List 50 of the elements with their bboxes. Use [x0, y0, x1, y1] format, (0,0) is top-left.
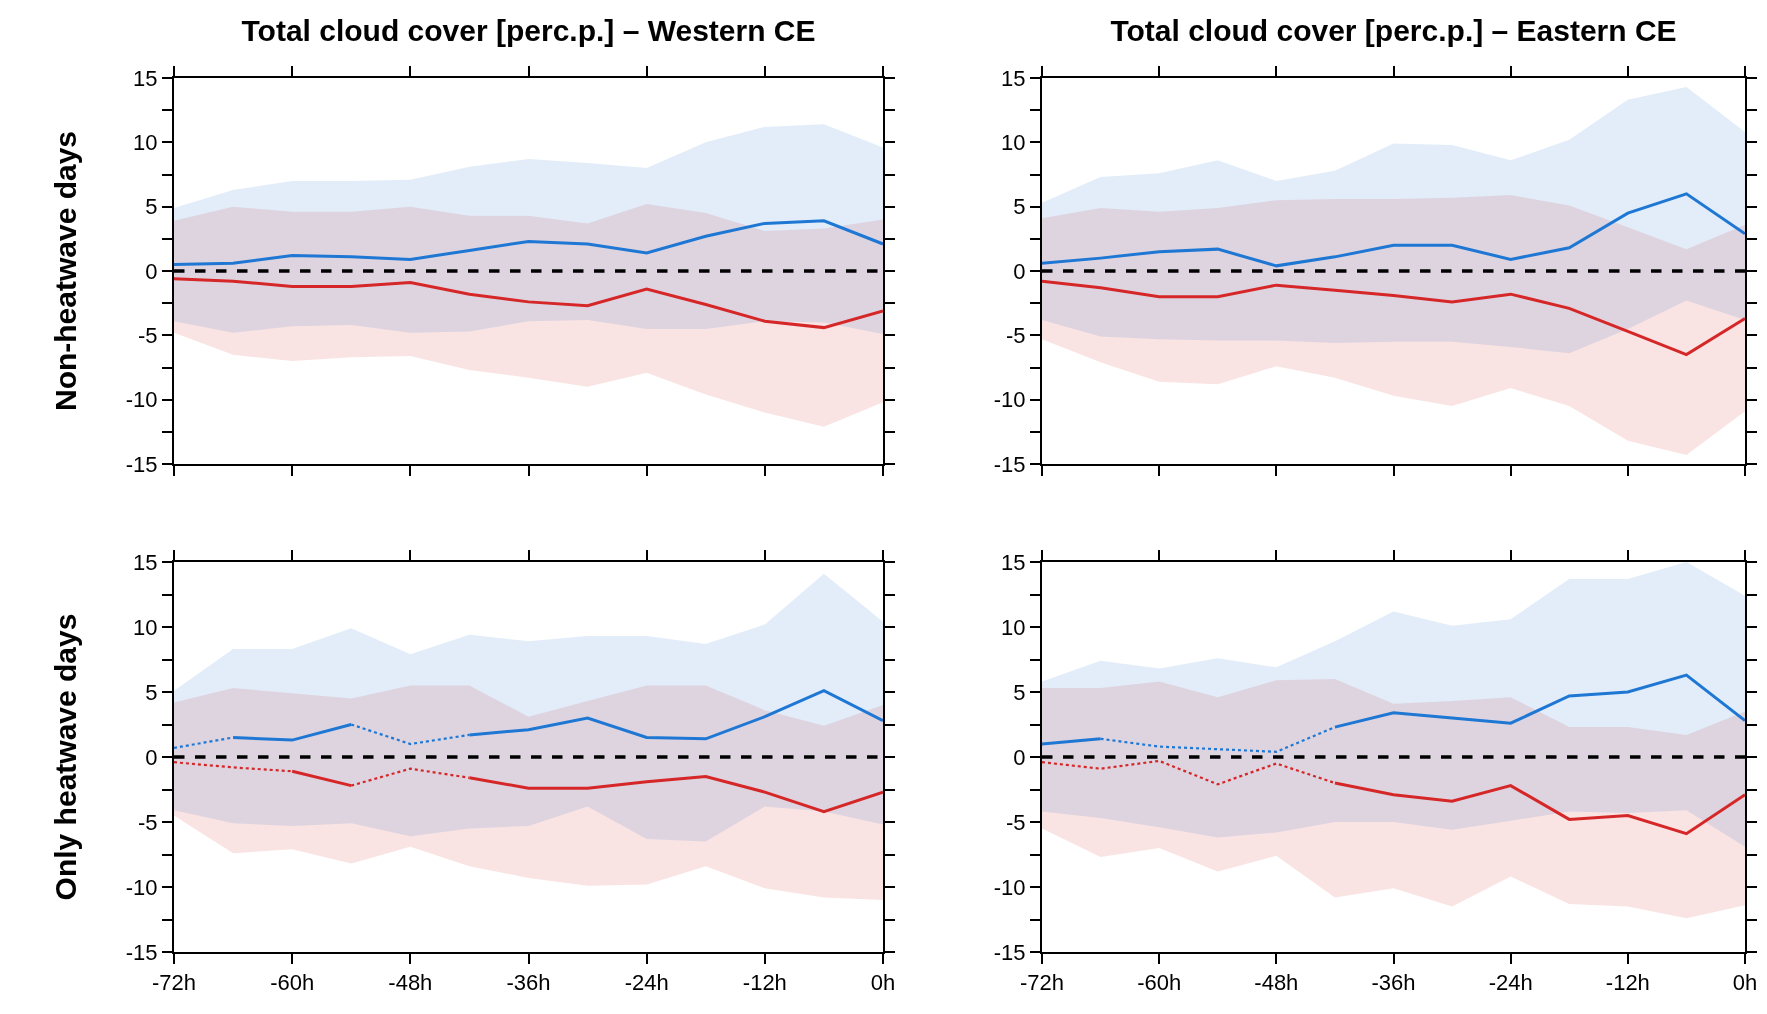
x-tick-label: 0h [870, 970, 896, 996]
chart-title: Total cloud cover [perc.p.] – Eastern CE [1110, 13, 1677, 47]
y-tick-label: 15 [133, 65, 158, 91]
y-tick-label: -5 [138, 809, 158, 835]
y-tick-label: -10 [993, 874, 1026, 900]
y-tick-label: 15 [1001, 65, 1026, 91]
line-series [1042, 279, 1745, 357]
x-tick-label: -72h [1019, 970, 1065, 996]
x-tick-label: -60h [270, 970, 315, 996]
y-tick-label: -15 [125, 451, 158, 477]
x-tick-label: -12h [742, 970, 787, 996]
y-tick-label: 15 [1001, 549, 1026, 575]
y-tick-label: 10 [1001, 130, 1026, 156]
line-series [174, 277, 883, 330]
y-tick-label: 15 [133, 549, 158, 575]
y-tick-label: 5 [145, 194, 158, 220]
x-tick-label: -48h [388, 970, 433, 996]
y-tick-label: -10 [125, 874, 158, 900]
y-axis-title: Only heatwave days [49, 613, 83, 901]
y-tick-label: -10 [125, 387, 158, 413]
y-tick-label: 0 [1013, 258, 1026, 284]
y-tick-label: -5 [1006, 809, 1026, 835]
line-series [1042, 192, 1745, 268]
x-tick-label: -36h [506, 970, 551, 996]
y-tick-label: 10 [133, 614, 158, 640]
line-series [174, 219, 883, 267]
y-tick-label: 5 [145, 679, 158, 705]
y-tick-label: 5 [1013, 679, 1026, 705]
y-tick-label: -5 [138, 323, 158, 349]
y-tick-label: 0 [1013, 744, 1026, 770]
x-tick-label: -24h [1488, 970, 1533, 996]
y-tick-label: -5 [1006, 323, 1026, 349]
y-tick-label: -15 [993, 939, 1026, 965]
y-tick-label: 5 [1013, 194, 1026, 220]
x-tick-label: -12h [1605, 970, 1650, 996]
y-axis-title: Non-heatwave days [49, 130, 83, 412]
x-tick-label: -24h [624, 970, 669, 996]
x-tick-label: -72h [151, 970, 197, 996]
y-tick-label: 10 [1001, 614, 1026, 640]
y-tick-label: -10 [993, 387, 1026, 413]
y-tick-label: 0 [145, 258, 158, 284]
y-tick-label: -15 [993, 451, 1026, 477]
y-tick-label: -15 [125, 939, 158, 965]
y-tick-label: 0 [145, 744, 158, 770]
y-tick-label: 10 [133, 130, 158, 156]
x-tick-label: -48h [1254, 970, 1299, 996]
x-tick-label: -36h [1371, 970, 1416, 996]
x-tick-label: 0h [1732, 970, 1758, 996]
chart-title: Total cloud cover [perc.p.] – Western CE [241, 13, 816, 47]
x-tick-label: -60h [1137, 970, 1182, 996]
